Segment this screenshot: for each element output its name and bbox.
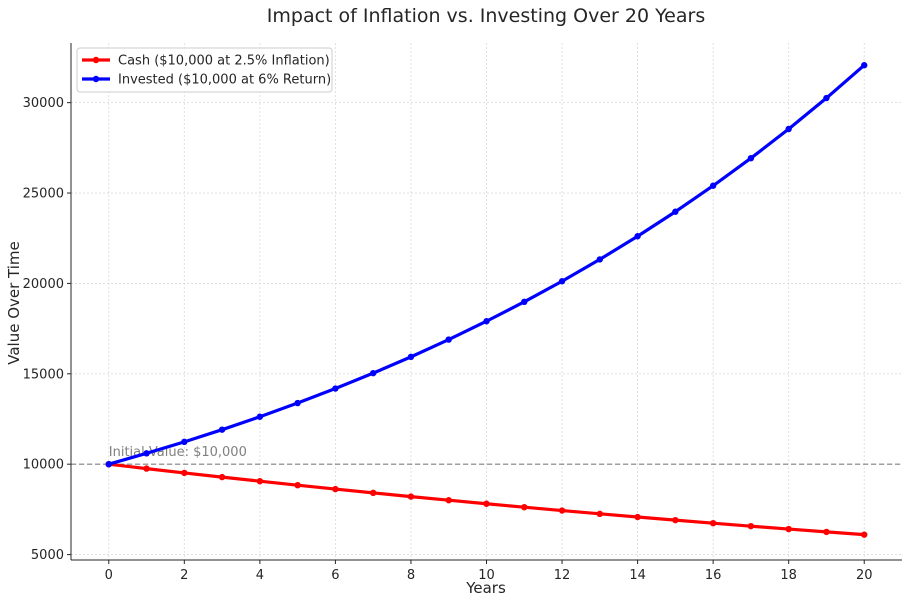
x-tick-label: 4 — [256, 568, 264, 583]
data-point-0-10 — [483, 500, 490, 507]
y-tick-label: 10000 — [23, 458, 64, 473]
x-tick-label: 20 — [856, 568, 873, 583]
x-tick-label: 0 — [105, 568, 113, 583]
legend-box — [76, 47, 333, 93]
data-point-1-8 — [407, 353, 415, 361]
data-point-1-19 — [823, 94, 830, 102]
data-point-0-2 — [181, 469, 188, 477]
data-point-0-13 — [596, 510, 604, 518]
y-tick-label: 20000 — [23, 277, 64, 292]
data-point-1-13 — [596, 256, 604, 263]
data-point-0-20 — [861, 531, 868, 538]
data-point-1-4 — [256, 413, 264, 420]
x-tick-label: 6 — [331, 568, 339, 583]
y-axis-ticks: 5000 10000 15000 20000 25000 30000 — [23, 96, 71, 563]
data-point-0-12 — [558, 507, 566, 514]
data-point-1-5 — [294, 399, 301, 407]
data-point-0-8 — [407, 493, 415, 500]
data-point-1-20 — [861, 62, 868, 69]
data-point-1-11 — [521, 298, 528, 306]
data-point-0-16 — [709, 519, 717, 527]
x-axis-label: Years — [465, 579, 506, 597]
data-point-1-3 — [218, 426, 226, 433]
grid — [71, 43, 902, 560]
x-tick-label: 14 — [629, 568, 646, 583]
x-tick-label: 16 — [705, 568, 722, 583]
data-point-1-14 — [634, 233, 641, 240]
x-tick-label: 8 — [407, 568, 415, 583]
data-point-0-7 — [369, 489, 377, 497]
y-tick-label: 5000 — [31, 548, 64, 563]
data-point-1-7 — [369, 369, 377, 377]
data-point-0-14 — [634, 513, 641, 521]
data-point-1-0 — [105, 460, 112, 468]
data-point-1-9 — [445, 336, 452, 343]
data-point-0-18 — [785, 525, 792, 533]
y-tick-label: 30000 — [23, 96, 64, 111]
x-tick-label: 10 — [478, 568, 495, 583]
data-point-1-6 — [332, 385, 339, 392]
data-point-1-16 — [709, 182, 717, 189]
y-tick-label: 15000 — [23, 367, 64, 382]
data-point-0-1 — [143, 465, 150, 472]
data-point-1-2 — [181, 438, 188, 446]
data-point-0-4 — [256, 477, 264, 485]
legend-label-0: Cash ($10,000 at 2.5% Inflation) — [118, 54, 330, 69]
x-tick-label: 2 — [180, 568, 188, 583]
reference-line-label: Initial Value: $10,000 — [109, 445, 247, 460]
x-tick-label: 18 — [780, 568, 797, 583]
legend: Cash ($10,000 at 2.5% Inflation) Invested… — [76, 47, 333, 93]
legend-marker-1 — [92, 75, 100, 83]
data-point-0-17 — [747, 522, 755, 530]
legend-label-1: Invested ($10,000 at 6% Return) — [118, 73, 331, 88]
chart-title: Impact of Inflation vs. Investing Over 2… — [267, 5, 705, 27]
y-axis-label: Value Over Time — [5, 241, 23, 365]
data-point-1-18 — [785, 125, 792, 133]
data-point-0-6 — [332, 485, 339, 493]
y-tick-label: 25000 — [23, 187, 64, 202]
x-axis-ticks: 0 2 4 6 8 10 12 14 16 18 20 — [105, 560, 873, 583]
data-point-0-11 — [521, 503, 528, 511]
x-tick-label: 12 — [554, 568, 571, 583]
data-point-1-17 — [747, 154, 755, 162]
data-point-1-12 — [558, 278, 566, 285]
data-point-0-15 — [672, 516, 679, 524]
data-point-1-10 — [483, 318, 490, 325]
data-point-0-9 — [445, 497, 452, 504]
series-layer — [105, 62, 868, 538]
data-point-0-19 — [823, 528, 830, 536]
legend-marker-0 — [92, 56, 100, 64]
data-point-1-1 — [143, 450, 150, 457]
data-point-0-3 — [218, 473, 226, 481]
data-point-1-15 — [672, 208, 679, 215]
data-point-0-5 — [294, 481, 301, 489]
